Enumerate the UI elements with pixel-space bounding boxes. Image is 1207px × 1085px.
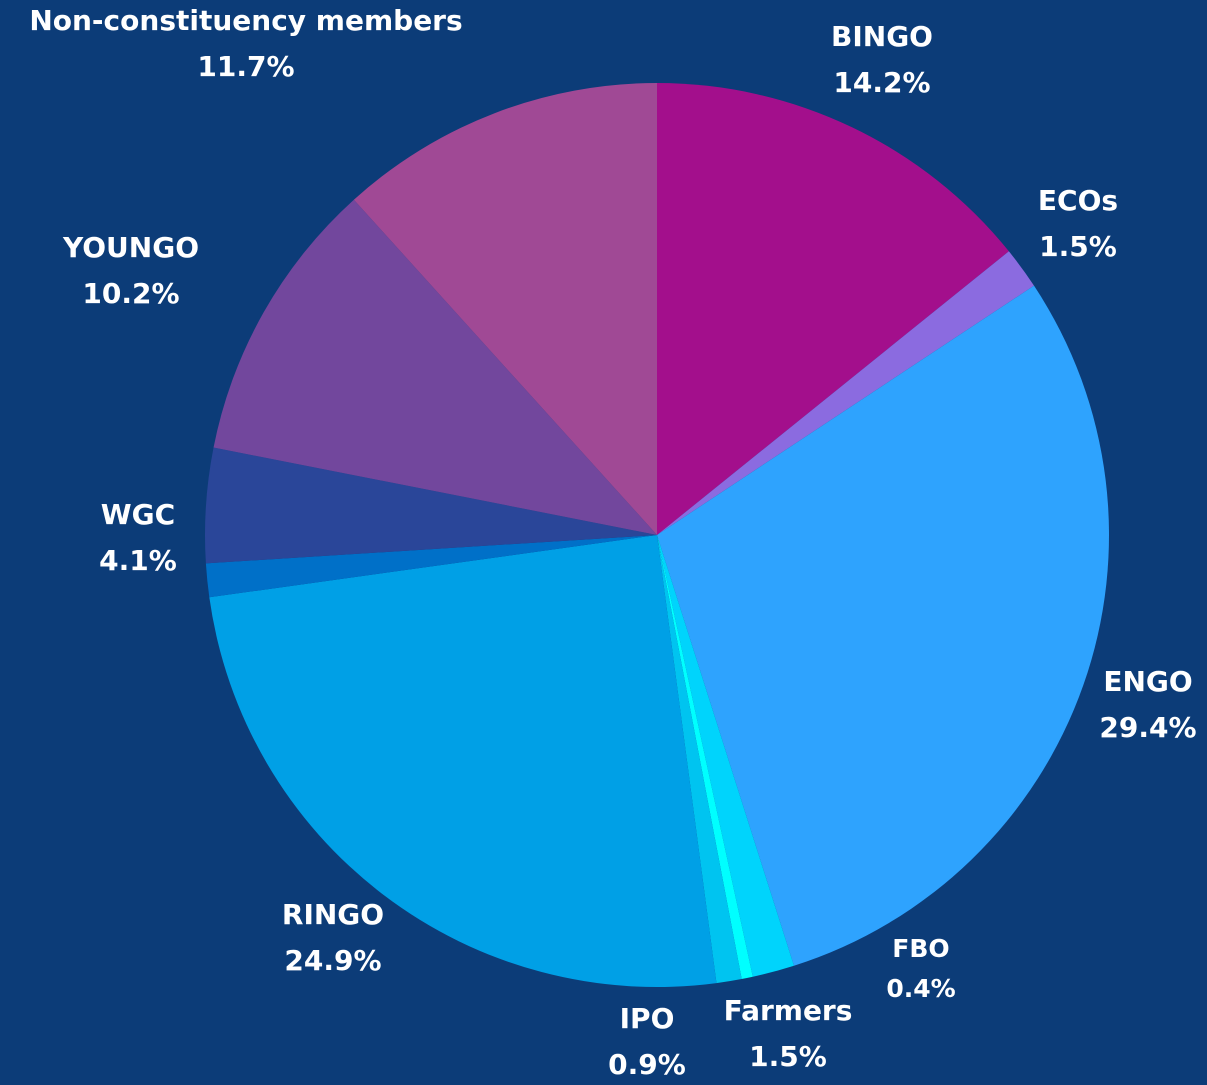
value-label: 14.2% xyxy=(833,66,930,99)
pie-slice xyxy=(657,535,794,977)
pie-slice xyxy=(209,535,717,987)
slice-label: ENGO xyxy=(1103,665,1192,698)
value-label: 24.9% xyxy=(284,944,381,977)
slice-label: FBO xyxy=(892,934,949,963)
pie-slice xyxy=(205,447,657,564)
value-label: 0.9% xyxy=(608,1048,686,1081)
pie-slice xyxy=(657,251,1035,535)
pie-slice xyxy=(205,535,658,598)
slice-label: Farmers xyxy=(724,994,853,1027)
value-label: 1.5% xyxy=(1039,230,1117,263)
slice-label: RINGO xyxy=(282,898,384,931)
pie-slice xyxy=(213,199,657,535)
value-label: 11.7% xyxy=(197,50,294,83)
pie-slice xyxy=(657,285,1109,966)
slice-label: YOUNGO xyxy=(62,231,199,264)
slice-label: Non-constituency members xyxy=(29,4,462,37)
pie-slice xyxy=(657,83,1009,535)
slice-label: ECOs xyxy=(1038,184,1118,217)
value-label: 10.2% xyxy=(82,277,179,310)
value-label: 29.4% xyxy=(1099,711,1196,744)
value-label: 4.1% xyxy=(99,544,177,577)
slice-label: BINGO xyxy=(831,20,933,53)
slice-label: WGC xyxy=(101,498,175,531)
pie-slice xyxy=(353,83,657,535)
value-label: 0.4% xyxy=(886,974,955,1003)
pie-slice xyxy=(657,535,742,984)
pie-slice xyxy=(657,535,753,979)
value-label: 1.5% xyxy=(749,1040,827,1073)
slice-label: IPO xyxy=(620,1002,675,1035)
